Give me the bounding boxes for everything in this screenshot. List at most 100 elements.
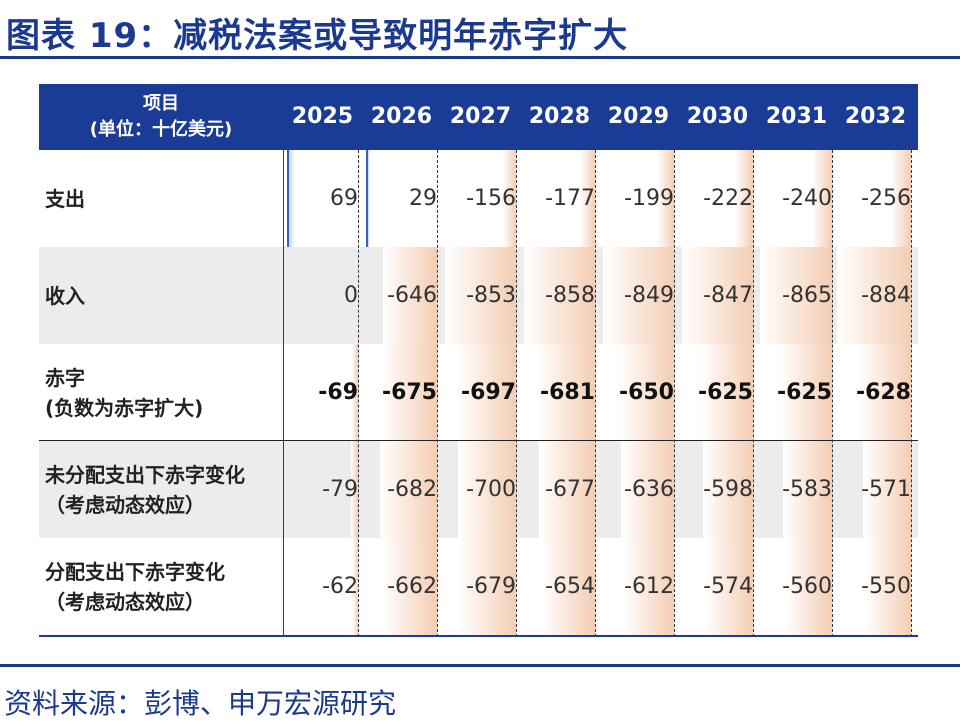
value-cell-2028: -858 [545,283,595,308]
value-cell-2031: -240 [782,186,832,211]
zero-axis-dash [674,150,675,637]
zero-axis-dash [832,150,833,637]
value-cell-2030: -574 [703,574,753,599]
value-cell-2029: -849 [624,283,674,308]
negative-data-bar [785,538,832,635]
negative-data-bar [619,344,674,441]
value-cell-2027: -697 [460,380,516,405]
zero-axis-dash [595,150,596,637]
title-rule [0,56,960,59]
negative-data-bar [623,538,674,635]
header-item-title: 项目 [143,93,179,114]
negative-data-bar [865,538,911,635]
negative-data-bar [444,247,516,344]
row-label-sub: （考虑动态效应） [45,492,205,517]
value-cell-2031: -625 [776,380,832,405]
value-cell-2027: -679 [466,574,516,599]
label-column-divider [283,150,284,637]
zero-axis-dash [358,150,359,637]
negative-data-bar [459,538,516,635]
negative-data-bar [682,247,753,344]
table-row: 支出 69 29 -156 -177 -199 -222 -240 -256 [39,150,918,247]
positive-data-bar [366,150,371,247]
value-cell-2032: -884 [861,283,911,308]
value-cell-2026: -682 [387,477,437,502]
negative-data-bar [837,247,911,344]
negative-data-bar [580,150,595,247]
value-cell-2028: -654 [545,574,595,599]
negative-data-bar [381,538,437,635]
year-header-2025: 2025 [291,104,354,129]
value-cell-2028: -681 [539,380,595,405]
table-row: 分配支出下赤字变化 （考虑动态效应） -62 -662 -679 -654 -612 -574… [39,538,918,635]
negative-data-bar [603,247,674,344]
negative-data-bar [352,538,358,635]
value-cell-2029: -636 [624,477,674,502]
zero-axis-dash [753,150,754,637]
zero-axis-dash [911,150,912,637]
value-cell-2026: 29 [409,186,437,211]
negative-data-bar [380,441,437,538]
value-cell-2030: -625 [697,380,753,405]
year-header-2032: 2032 [844,104,907,129]
negative-data-bar [383,247,437,344]
value-cell-2030: -847 [703,283,753,308]
negative-data-bar [523,247,595,344]
data-table: 项目 (单位：十亿美元) 2025 2026 2027 2028 2029 2030 203… [39,84,918,637]
value-cell-2026: -646 [387,283,437,308]
value-cell-2030: -222 [703,186,753,211]
value-cell-2032: -550 [861,574,911,599]
value-cell-2027: -853 [466,283,516,308]
negative-data-bar [734,150,753,247]
source-rule [0,664,960,667]
negative-data-bar [457,441,516,538]
table-header: 项目 (单位：十亿美元) 2025 2026 2027 2028 2029 2030 203… [39,84,918,150]
negative-data-bar [779,344,832,441]
row-label: 支出 [45,150,283,247]
negative-data-bar [352,344,358,441]
negative-data-bar [889,150,911,247]
value-cell-2025: -62 [322,574,358,599]
year-header-2030: 2030 [686,104,749,129]
value-cell-2029: -612 [624,574,674,599]
negative-data-bar [351,441,358,538]
zero-axis-dash [437,150,438,637]
table-row: 收入 0 -646 -853 -858 -849 -847 -865 -884 [39,247,918,344]
row-label: 赤字 (负数为赤字扩大) [45,344,283,441]
negative-data-bar [700,344,753,441]
value-cell-2032: -256 [861,186,911,211]
value-cell-2026: -662 [387,574,437,599]
table-bottom-line [39,635,918,637]
positive-data-bar [287,150,295,247]
row-label-main: 未分配支出下赤字变化 [45,462,245,487]
value-cell-2028: -677 [545,477,595,502]
header-item-label: 项目 (单位：十亿美元) [39,84,283,150]
value-cell-2025: 69 [330,186,358,211]
negative-data-bar [863,441,911,538]
year-header-2028: 2028 [528,104,591,129]
row-label: 分配支出下赤字变化 （考虑动态效应） [45,538,283,635]
row-label-main: 支出 [45,186,85,211]
value-cell-2031: -560 [782,574,832,599]
row-label: 收入 [45,247,283,344]
year-header-2026: 2026 [370,104,433,129]
negative-data-bar [657,150,674,247]
negative-data-bar [858,344,911,441]
value-cell-2029: -650 [618,380,674,405]
value-cell-2032: -571 [861,477,911,502]
negative-data-bar [783,441,832,538]
year-header-2031: 2031 [765,104,828,129]
row-label-main: 分配支出下赤字变化 [45,559,225,584]
value-cell-2025: -79 [322,477,358,502]
negative-data-bar [812,150,832,247]
source-note: 资料来源：彭博、申万宏源研究 [4,687,397,720]
negative-data-bar [538,344,595,441]
value-cell-2029: -199 [624,186,674,211]
negative-data-bar [621,441,674,538]
row-label: 未分配支出下赤字变化 （考虑动态效应） [45,441,283,538]
zero-axis-dash [516,150,517,637]
value-cell-2030: -598 [703,477,753,502]
negative-data-bar [540,538,595,635]
row-label-main: 赤字 [45,365,85,390]
negative-data-bar [705,538,753,635]
